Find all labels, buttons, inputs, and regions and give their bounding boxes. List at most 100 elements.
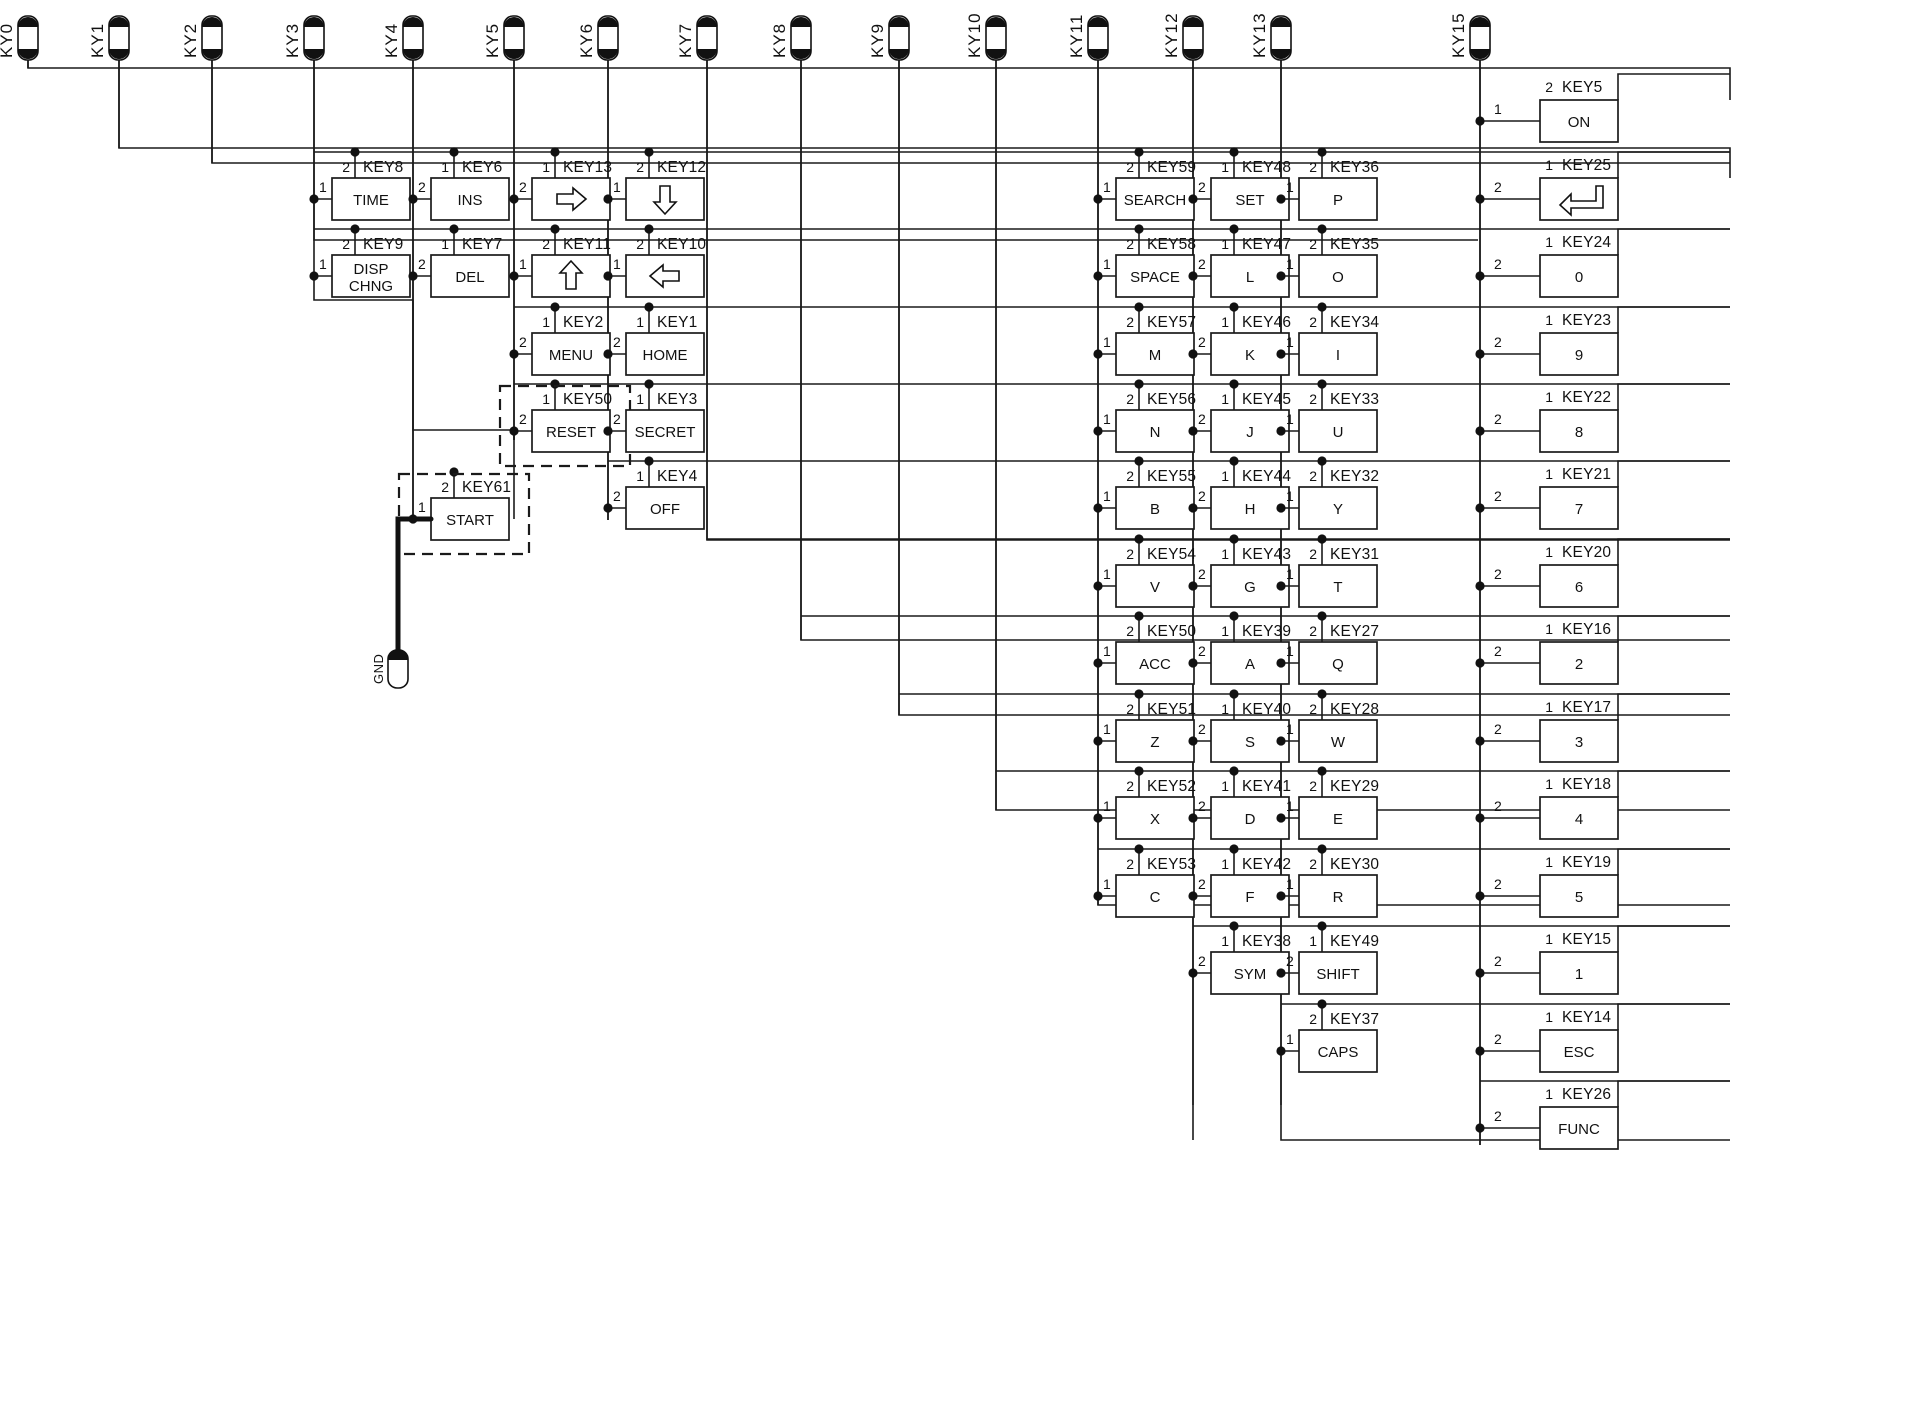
switch-key57-m[interactable]: KEY57 21 M xyxy=(1093,302,1196,376)
switch-key37-caps[interactable]: KEY37 21 CAPS xyxy=(1276,999,1379,1073)
switch-key1-home[interactable]: KEY1 12 HOME xyxy=(603,302,705,376)
bus-ky9-run xyxy=(898,60,1730,716)
switch-pin-top: 1 xyxy=(1545,466,1553,482)
switch-key16-2[interactable]: KEY16 1 2 2 xyxy=(1475,621,1619,685)
switch-ref: KEY5 xyxy=(1562,79,1602,96)
switch-pin-left: 1 xyxy=(1286,643,1294,659)
switch-pin-top: 2 xyxy=(1126,623,1134,639)
terminal-ky12[interactable]: KY12 xyxy=(1162,12,1204,61)
terminal-ky3[interactable]: KY3 xyxy=(283,15,325,61)
switch-key33-u[interactable]: KEY33 21 U xyxy=(1276,379,1379,453)
switch-label: D xyxy=(1245,811,1256,828)
terminal-ky4[interactable]: KY4 xyxy=(382,15,424,61)
terminal-ky9[interactable]: KY9 xyxy=(868,15,910,61)
junction-dot xyxy=(550,379,560,389)
terminal-ky10[interactable]: KY10 xyxy=(965,12,1007,61)
switch-key49-shift[interactable]: KEY49 12 SHIFT xyxy=(1276,921,1379,995)
switch-key25-glyph[interactable]: KEY25 1 2 xyxy=(1475,157,1619,221)
terminal-cap-bottom xyxy=(889,49,909,59)
terminal-ky11[interactable]: KY11 xyxy=(1067,14,1109,61)
switch-key50-acc[interactable]: KEY50 21 ACC xyxy=(1093,611,1196,685)
terminal-ky5[interactable]: KY5 xyxy=(483,15,525,61)
terminal-ky15[interactable]: KY15 xyxy=(1449,12,1491,61)
switch-key34-i[interactable]: KEY34 21 I xyxy=(1276,302,1379,376)
terminal-ky2[interactable]: KY2 xyxy=(181,15,223,61)
switch-key15-1[interactable]: KEY15 1 2 1 xyxy=(1475,931,1619,995)
switch-key20-6[interactable]: KEY20 1 2 6 xyxy=(1475,544,1619,608)
switch-key31-t[interactable]: KEY31 21 T xyxy=(1276,534,1379,608)
switch-key19-5[interactable]: KEY19 1 2 5 xyxy=(1475,854,1619,918)
switch-pin-top: 2 xyxy=(1309,391,1317,407)
switch-ref: KEY28 xyxy=(1330,701,1379,718)
switch-label: DEL xyxy=(455,269,484,286)
switch-key28-w[interactable]: KEY28 21 W xyxy=(1276,689,1379,763)
switch-key17-3[interactable]: KEY17 1 2 3 xyxy=(1475,699,1619,763)
switch-key18-4[interactable]: KEY18 1 2 4 xyxy=(1475,776,1619,840)
switch-key56-n[interactable]: KEY56 21 N xyxy=(1093,379,1196,453)
terminal-cap-bottom xyxy=(1088,49,1108,59)
terminal-ky0[interactable]: KY0 xyxy=(0,15,39,61)
switch-key59-search[interactable]: KEY59 21 SEARCH xyxy=(1093,147,1196,221)
junction-dot xyxy=(1276,503,1286,513)
switch-key32-y[interactable]: KEY32 21 Y xyxy=(1276,456,1379,530)
ground-terminal[interactable]: GND xyxy=(371,516,434,689)
terminal-ky1[interactable]: KY1 xyxy=(88,15,130,61)
junction-dot xyxy=(449,147,459,157)
switch-pin-top: 2 xyxy=(1309,546,1317,562)
switch-body xyxy=(1115,409,1195,453)
switch-key27-q[interactable]: KEY27 21 Q xyxy=(1276,611,1379,685)
switch-key55-b[interactable]: KEY55 21 B xyxy=(1093,456,1196,530)
switch-label: SET xyxy=(1235,192,1264,209)
switch-key26-func[interactable]: KEY26 1 2 FUNC xyxy=(1475,1086,1619,1150)
switch-key58-space[interactable]: KEY58 21 SPACE xyxy=(1093,224,1196,298)
switch-pin-top: 1 xyxy=(1221,546,1229,562)
switch-key8-time[interactable]: KEY8 21 TIME xyxy=(309,147,411,221)
switch-key12-glyph[interactable]: KEY12 21 xyxy=(603,147,706,221)
switch-key30-r[interactable]: KEY30 21 R xyxy=(1276,844,1379,918)
terminal-label: KY1 xyxy=(88,23,107,58)
junction-dot xyxy=(1188,503,1198,513)
switch-key5-on[interactable]: KEY5 2 1 ON xyxy=(1475,79,1619,143)
switch-key53-c[interactable]: KEY53 21 C xyxy=(1093,844,1196,918)
terminal-ky8[interactable]: KY8 xyxy=(770,15,812,61)
switch-key7-del[interactable]: KEY7 12 DEL xyxy=(408,224,510,298)
switch-key14-esc[interactable]: KEY14 1 2 ESC xyxy=(1475,1009,1619,1073)
terminal-ky13[interactable]: KY13 xyxy=(1250,12,1292,61)
switch-key61-start[interactable]: KEY61 21 START xyxy=(397,467,531,556)
switch-key13-glyph[interactable]: KEY13 12 xyxy=(509,147,612,221)
switch-key10-glyph[interactable]: KEY10 21 xyxy=(603,224,706,298)
switch-key24-0[interactable]: KEY24 1 2 0 xyxy=(1475,234,1619,298)
switch-key23-9[interactable]: KEY23 1 2 9 xyxy=(1475,312,1619,376)
terminal-ky6[interactable]: KY6 xyxy=(577,15,619,61)
bus-ky7-run xyxy=(706,60,1730,541)
switch-key51-z[interactable]: KEY51 21 Z xyxy=(1093,689,1196,763)
switch-key6-ins[interactable]: KEY6 12 INS xyxy=(408,147,510,221)
terminal-ky7[interactable]: KY7 xyxy=(676,15,718,61)
switch-key35-o[interactable]: KEY35 21 O xyxy=(1276,224,1379,298)
switch-key11-glyph[interactable]: KEY11 21 xyxy=(509,224,611,298)
switch-key54-v[interactable]: KEY54 21 V xyxy=(1093,534,1196,608)
switch-key21-7[interactable]: KEY21 1 2 7 xyxy=(1475,466,1619,530)
switch-key2-menu[interactable]: KEY2 12 MENU xyxy=(509,302,611,376)
switch-key3-secret[interactable]: KEY3 12 SECRET xyxy=(603,379,705,453)
switch-key36-p[interactable]: KEY36 21 P xyxy=(1276,147,1379,221)
switch-key22-8[interactable]: KEY22 1 2 8 xyxy=(1475,389,1619,453)
switch-key4-off[interactable]: KEY4 12 OFF xyxy=(603,456,705,530)
switch-key29-e[interactable]: KEY29 21 E xyxy=(1276,766,1379,840)
switch-key52-x[interactable]: KEY52 21 X xyxy=(1093,766,1196,840)
switch-body xyxy=(430,177,510,221)
switch-label: CAPS xyxy=(1318,1044,1359,1061)
